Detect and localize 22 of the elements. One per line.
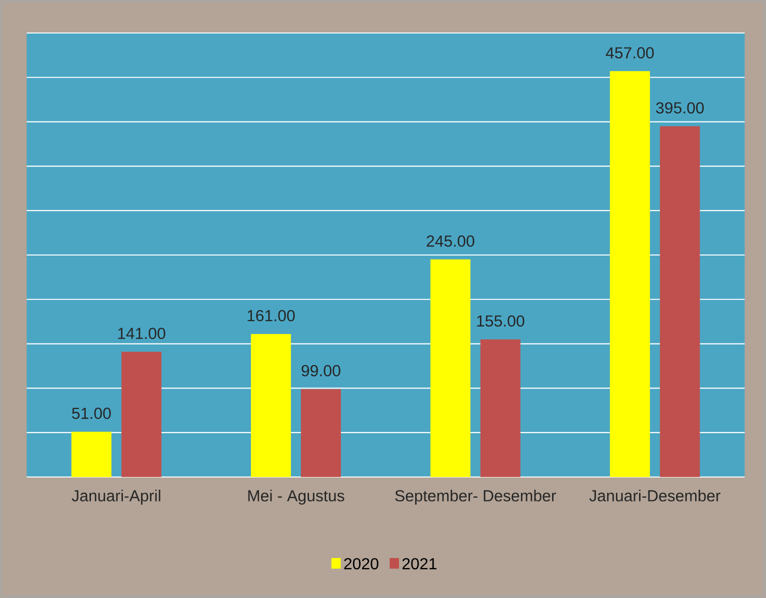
- bar: [300, 389, 341, 477]
- bar: [71, 432, 112, 477]
- data-label: 161.00: [248, 310, 295, 322]
- data-label: 155.00: [477, 315, 524, 327]
- data-label: 395.00: [656, 102, 704, 114]
- x-tick-label: September- Desember: [395, 490, 556, 505]
- legend-label: 2020: [344, 558, 378, 570]
- x-tick-label: Mei - Agustus: [248, 490, 344, 505]
- data-label: 457.00: [606, 47, 654, 58]
- bar: [660, 126, 700, 477]
- bar: [121, 352, 162, 477]
- bar: [250, 334, 291, 477]
- x-tick-label: Januari-April: [72, 490, 160, 505]
- data-label: 51.00: [72, 408, 111, 419]
- data-label: 99.00: [302, 365, 340, 376]
- data-label: 245.00: [426, 235, 474, 247]
- data-label: 141.00: [118, 328, 166, 340]
- bar: [430, 259, 470, 477]
- bar: [610, 71, 650, 477]
- x-tick-label: Januari-Desember: [589, 490, 720, 502]
- bar: [480, 339, 520, 477]
- legend-label: 2021: [402, 558, 436, 570]
